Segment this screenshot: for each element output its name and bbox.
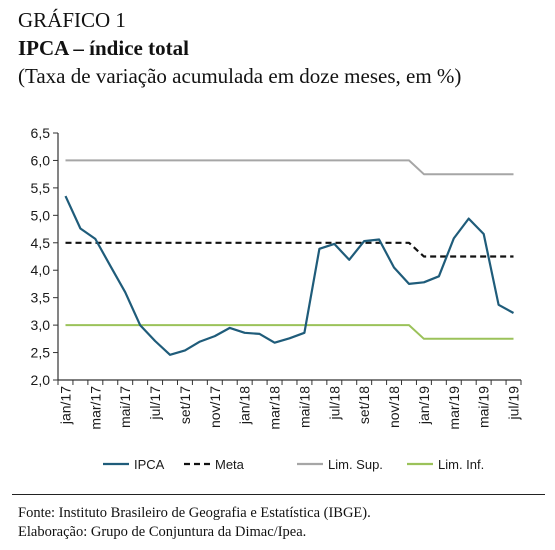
x-tick-label: mai/18 (296, 386, 312, 428)
x-tick-label: mar/18 (267, 386, 283, 430)
x-tick-label: jul/19 (506, 386, 522, 421)
x-tick-label: jan/19 (416, 386, 432, 425)
y-tick-label: 3,5 (31, 290, 51, 306)
x-tick-label: mai/19 (476, 386, 492, 428)
x-tick-label: nov/17 (207, 386, 223, 428)
y-tick-label: 2,5 (31, 345, 51, 361)
x-tick-label: jan/18 (237, 386, 253, 425)
x-tick-label: nov/18 (386, 386, 402, 428)
figure-label: GRÁFICO 1 (18, 8, 126, 32)
chart-subtitle: (Taxa de variação acumulada em doze mese… (18, 64, 462, 88)
y-tick-label: 5,0 (31, 207, 51, 223)
series-line-ipca (64, 195, 515, 356)
x-tick-label: mar/17 (87, 386, 103, 430)
x-tick-label: jul/17 (147, 386, 163, 421)
source-note: Fonte: Instituto Brasileiro de Geografia… (18, 505, 371, 521)
credit-note: Elaboração: Grupo de Conjuntura da Dimac… (18, 524, 307, 540)
x-tick-label: mai/17 (117, 386, 133, 428)
y-tick-label: 4,5 (31, 235, 51, 251)
legend-label: Lim. Sup. (328, 457, 383, 472)
y-tick-label: 6,5 (31, 125, 51, 141)
x-tick-label: jan/17 (57, 386, 73, 425)
x-tick-label: set/18 (356, 386, 372, 424)
x-tick-label: mar/19 (446, 386, 462, 430)
chart-title: IPCA – índice total (18, 36, 189, 60)
legend-label: Meta (215, 457, 245, 472)
x-tick-label: jul/18 (326, 386, 342, 421)
series-line-lim-sup (65, 159, 514, 176)
x-tick-label: set/17 (177, 386, 193, 424)
y-tick-label: 4,0 (31, 262, 51, 278)
legend-label: IPCA (134, 457, 165, 472)
legend-label: Lim. Inf. (438, 457, 484, 472)
y-tick-label: 3,0 (31, 317, 51, 333)
y-tick-label: 6,0 (31, 152, 51, 168)
footer-divider (12, 494, 545, 495)
series-line-lim-inf (65, 324, 514, 340)
y-tick-label: 5,5 (31, 180, 51, 196)
line-chart: 2,0 2,5 3,0 3,5 4,0 4,5 5,0 5,5 6,0 6,5 jan/17 mar/… (31, 125, 522, 472)
y-tick-label: 2,0 (31, 372, 51, 388)
series-line-meta (65, 241, 514, 258)
